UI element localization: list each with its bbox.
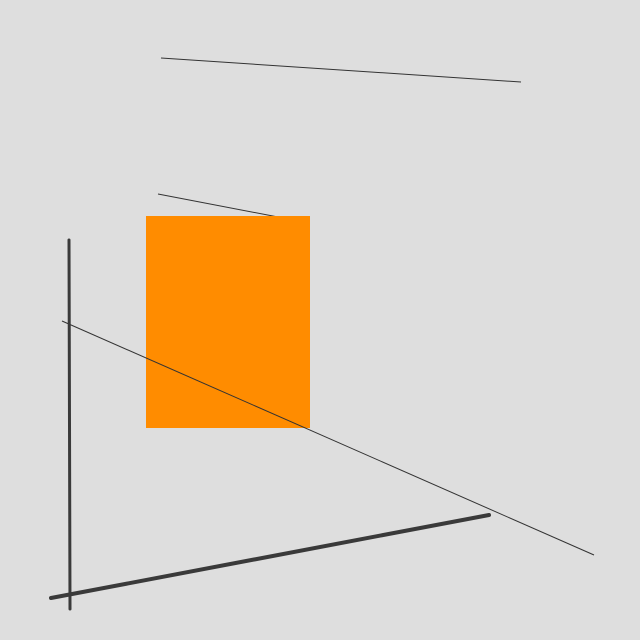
thick-bottom-line <box>49 513 491 600</box>
top-thin-line <box>160 57 522 83</box>
long-diagonal-line <box>61 320 595 556</box>
orange-rectangle <box>146 216 310 428</box>
thick-vertical-line <box>67 238 72 611</box>
